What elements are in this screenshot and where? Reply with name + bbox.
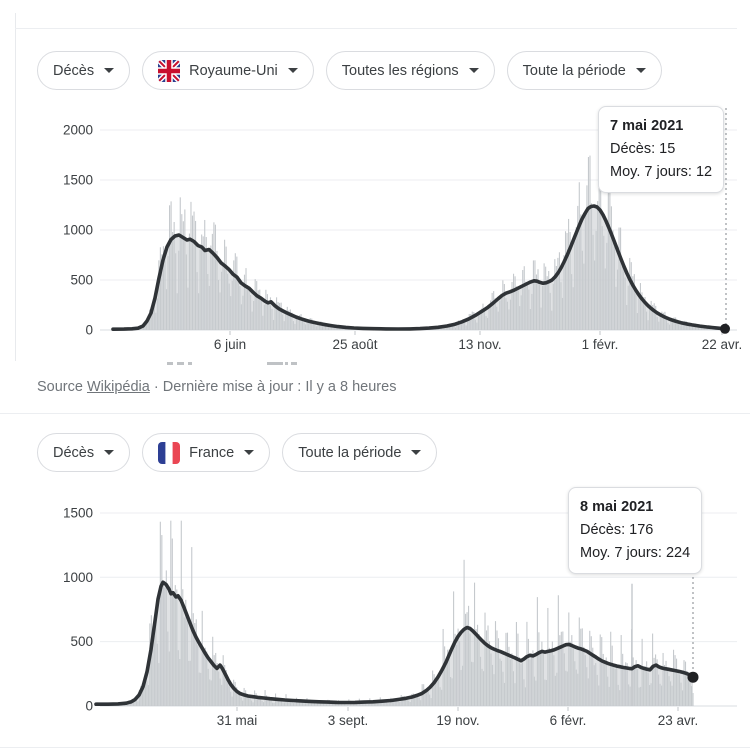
mid-divider [0,413,750,414]
top-divider [15,28,737,29]
clipped-text-fragment [167,362,173,365]
period-dropdown[interactable]: Toute la période [506,51,662,90]
svg-text:25 août: 25 août [332,337,377,352]
tooltip-deaths: Décès: 176 [580,522,654,538]
deaths-chart-uk[interactable]: 0 500 1000 1500 2000 6 juin 25 août 13 nov. 1 fé… [0,100,750,365]
svg-text:1000: 1000 [63,570,93,585]
clipped-text-fragment [188,362,192,365]
country-dropdown[interactable]: Royaume-Uni [142,51,314,90]
bottom-divider [0,747,750,748]
dropdown-label: Toute la période [522,62,626,79]
chevron-down-icon [104,450,115,455]
chart2-filter-bar: Décès France Toute la période [37,433,438,472]
svg-text:1000: 1000 [63,223,93,238]
metric-dropdown[interactable]: Décès [37,51,131,90]
chevron-down-icon [244,450,255,455]
clipped-text-fragment [285,362,288,365]
dropdown-label: Toutes les régions [341,62,459,79]
svg-text:1 févr.: 1 févr. [582,337,619,352]
tooltip-date: 7 mai 2021 [610,118,684,134]
dropdown-label: Décès [53,62,95,79]
chevron-down-icon [287,68,298,73]
clipped-text-fragment [267,362,283,365]
source-prefix: Source [37,379,83,395]
svg-text:0: 0 [85,323,93,338]
source-row: Source Wikipédia · Dernière mise à jour … [37,379,396,395]
svg-text:3 sept.: 3 sept. [328,713,369,728]
dropdown-label: Toute la période [298,444,402,461]
svg-text:19 nov.: 19 nov. [436,713,479,728]
chart2-tooltip: 8 mai 2021 Décès: 176 Moy. 7 jours: 224 [568,487,703,574]
uk-flag-icon [158,59,181,82]
clipped-text-fragment [177,362,184,365]
svg-text:22 avr.: 22 avr. [702,337,743,352]
svg-text:1500: 1500 [63,173,93,188]
tooltip-deaths: Décès: 15 [610,141,676,157]
metric-dropdown[interactable]: Décès [37,433,131,472]
svg-text:23 avr.: 23 avr. [658,713,699,728]
france-flag-icon [158,441,181,464]
svg-text:500: 500 [70,273,93,288]
svg-text:500: 500 [70,634,93,649]
tooltip-avg: Moy. 7 jours: 12 [610,164,713,180]
tooltip-date: 8 mai 2021 [580,499,654,515]
regions-dropdown[interactable]: Toutes les régions [325,51,495,90]
clipped-text-fragment [291,362,297,365]
svg-text:6 févr.: 6 févr. [550,713,587,728]
chart1-filter-bar: Décès Royaume-Uni Toutes les régions [37,51,662,90]
svg-text:13 nov.: 13 nov. [458,337,501,352]
svg-text:6 juin: 6 juin [214,337,246,352]
svg-text:0: 0 [85,699,93,714]
source-rest: · Dernière mise à jour : Il y a 8 heures [153,379,397,395]
dropdown-label: Royaume-Uni [189,62,278,79]
tooltip-avg: Moy. 7 jours: 224 [580,545,691,561]
dropdown-label: France [189,444,235,461]
svg-text:31 mai: 31 mai [217,713,258,728]
chevron-down-icon [104,68,115,73]
chevron-down-icon [468,68,479,73]
wikipedia-link[interactable]: Wikipédia [86,379,150,395]
dropdown-label: Décès [53,444,95,461]
card-left-border [15,13,16,361]
chart1-tooltip: 7 mai 2021 Décès: 15 Moy. 7 jours: 12 [598,106,725,193]
svg-text:2000: 2000 [63,123,93,138]
deaths-chart-france[interactable]: 0 500 1000 1500 31 mai 3 sept. 19 nov. 6 févr. 2… [0,480,750,750]
chevron-down-icon [635,68,646,73]
country-dropdown[interactable]: France [142,433,271,472]
period-dropdown[interactable]: Toute la période [282,433,438,472]
chevron-down-icon [411,450,422,455]
svg-text:1500: 1500 [63,505,93,520]
